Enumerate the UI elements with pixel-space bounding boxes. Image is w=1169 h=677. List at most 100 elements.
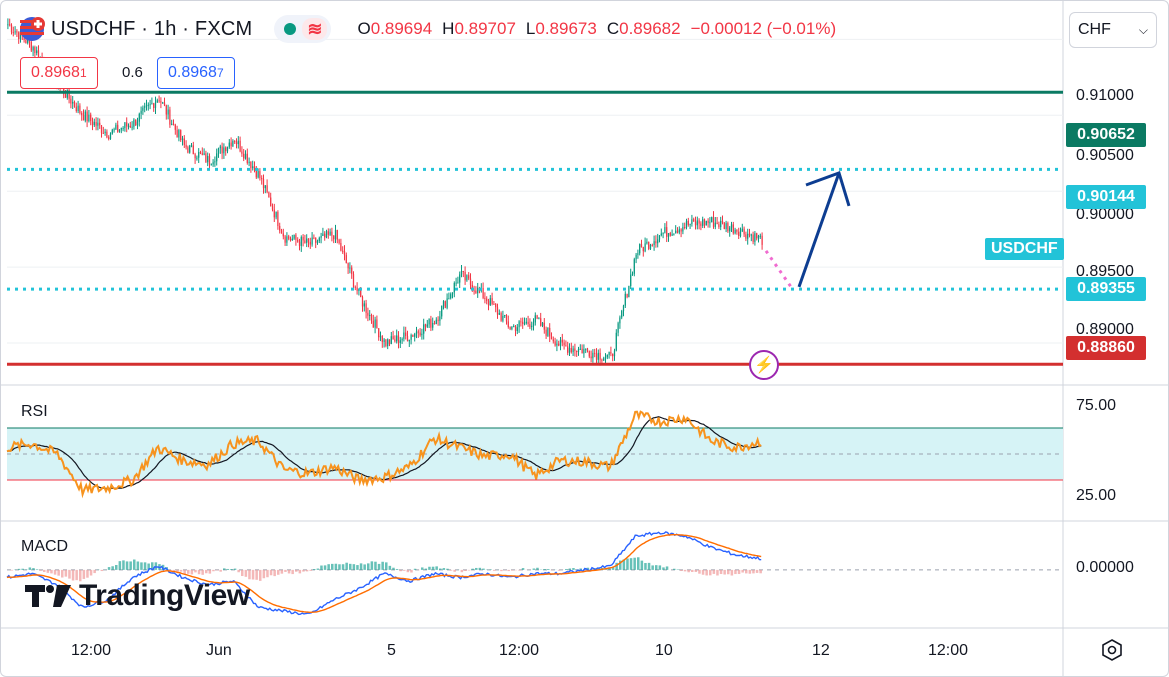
candle-body	[441, 305, 443, 317]
macd-histogram-bar	[536, 567, 539, 570]
buy-button[interactable]: 0.8968 7	[157, 57, 235, 89]
candle-body	[219, 146, 221, 149]
macd-histogram-bar	[136, 561, 140, 570]
candle-body	[698, 220, 700, 224]
macd-histogram-bar	[107, 567, 111, 570]
sell-button[interactable]: 0.8968 1	[20, 57, 98, 89]
macd-histogram-bar	[446, 568, 449, 570]
candle-body	[86, 111, 88, 122]
candle-body	[660, 233, 662, 236]
candle-body	[324, 233, 326, 238]
candle-body	[138, 113, 140, 122]
price-tick: 0.90000	[1076, 206, 1134, 223]
candle-body	[378, 328, 380, 338]
macd-histogram-bar	[471, 568, 474, 570]
candle-body	[165, 105, 167, 115]
currency-select[interactable]: CHF ⌵	[1069, 12, 1157, 48]
candle-body	[277, 211, 279, 227]
status-pill[interactable]: ≋	[274, 15, 332, 43]
candle-body	[446, 298, 448, 308]
macd-histogram-bar	[730, 569, 734, 576]
candle-body	[507, 321, 509, 327]
macd-histogram-bar	[475, 567, 478, 570]
lightning-icon[interactable]: ⚡	[749, 350, 779, 380]
candle-body	[606, 354, 608, 358]
candle-body	[306, 238, 308, 243]
candle-body	[226, 146, 229, 152]
macd-histogram-bar	[691, 569, 694, 572]
candle-body	[216, 153, 218, 162]
macd-histogram-bar	[734, 569, 737, 575]
macd-histogram-bar	[111, 566, 114, 570]
candle-body	[345, 255, 347, 264]
macd-histogram-bar	[68, 569, 71, 579]
macd-histogram-bar	[183, 569, 186, 575]
macd-histogram-bar	[46, 569, 50, 573]
candle-body	[459, 274, 461, 283]
macd-histogram-bar	[482, 568, 485, 570]
macd-histogram-bar	[309, 569, 312, 571]
candle-body	[604, 357, 607, 359]
candle-body	[558, 343, 560, 346]
candle-body	[621, 311, 623, 318]
candle-body	[523, 323, 526, 325]
macd-histogram-bar	[237, 569, 240, 573]
candle-body	[241, 151, 243, 154]
settings-icon[interactable]	[1101, 639, 1123, 661]
macd-histogram-bar	[705, 569, 708, 576]
candle-body	[498, 313, 500, 315]
macd-line	[6, 531, 762, 616]
candle-body	[151, 103, 153, 105]
candle-body	[745, 234, 747, 239]
candle-body	[509, 326, 511, 330]
candle-body	[360, 289, 362, 298]
candle-body	[379, 336, 382, 338]
candle-body	[72, 101, 74, 104]
candle-body	[432, 322, 434, 328]
macd-histogram-bar	[395, 568, 399, 570]
projection-dotted-path	[764, 249, 793, 288]
candle-body	[75, 106, 77, 112]
candle-body	[649, 244, 652, 249]
macd-histogram-bar	[313, 569, 316, 570]
candle-body	[505, 315, 508, 322]
candle-body	[189, 145, 191, 153]
candle-body	[109, 133, 112, 139]
candle-body	[559, 339, 562, 346]
macd-histogram-bar	[478, 567, 482, 570]
tradingview-logo[interactable]: TradingView	[25, 579, 250, 613]
macd-histogram-bar	[100, 569, 104, 572]
candle-body	[300, 237, 302, 246]
candle-body	[500, 313, 502, 321]
macd-histogram-bar	[32, 568, 35, 570]
macd-histogram-bar	[644, 563, 647, 570]
candle-body	[543, 322, 545, 330]
candle-body	[630, 274, 632, 286]
candle-body	[307, 238, 310, 242]
candle-body	[540, 318, 542, 326]
candle-body	[599, 352, 601, 360]
candle-body	[140, 110, 142, 114]
candle-body	[304, 240, 306, 243]
candle-body	[122, 128, 124, 130]
macd-histogram-bar	[665, 566, 669, 570]
spread-value: 0.6	[122, 64, 143, 81]
candle-body	[631, 273, 634, 275]
candle-body	[70, 98, 72, 104]
candle-body	[367, 312, 369, 316]
macd-histogram-bar	[17, 568, 21, 570]
macd-histogram-bar	[532, 568, 536, 570]
candle-body	[37, 50, 40, 60]
candle-body	[489, 298, 491, 306]
candle-body	[462, 270, 464, 272]
macd-histogram-bar	[179, 569, 183, 572]
candle-body	[730, 224, 733, 228]
candle-body	[91, 120, 94, 126]
candle-body	[131, 126, 133, 128]
symbol-title[interactable]: USDCHF · 1h · FXCM	[51, 17, 253, 40]
candle-body	[403, 332, 405, 339]
candle-body	[444, 301, 446, 308]
candle-body	[729, 227, 731, 232]
